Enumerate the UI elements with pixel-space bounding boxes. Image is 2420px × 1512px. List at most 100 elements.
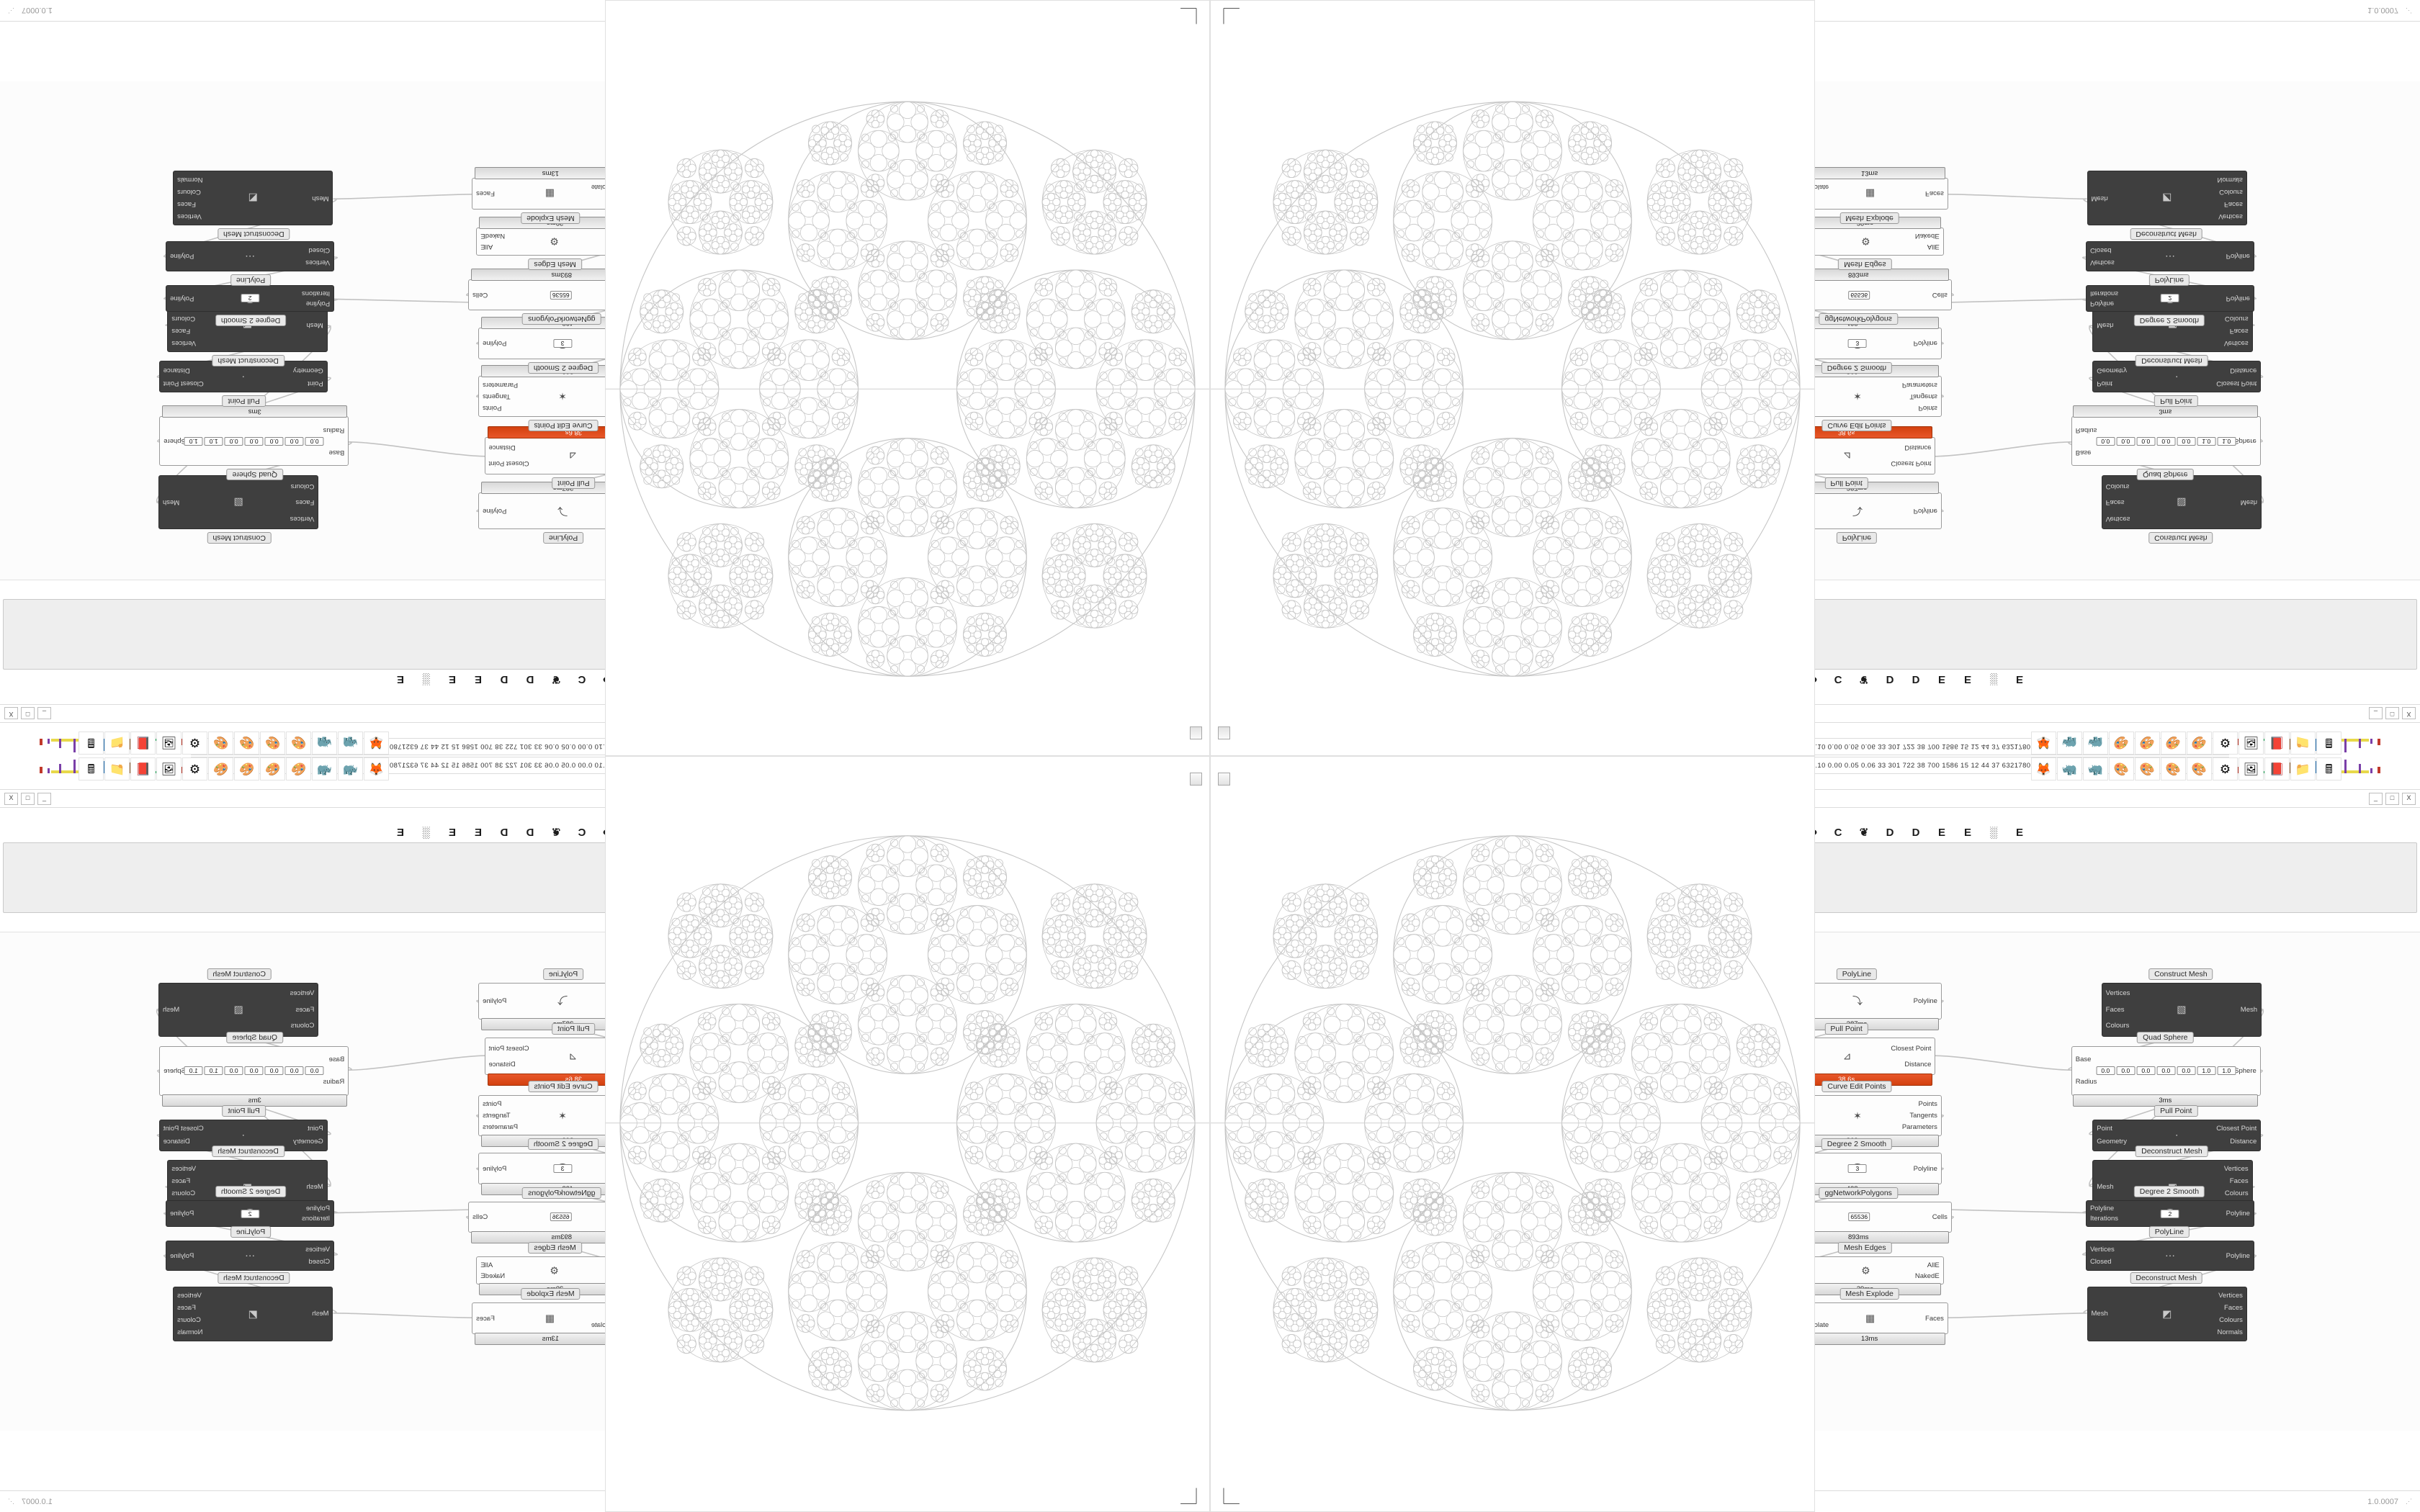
maximize-button[interactable]: □ [2385,792,2399,805]
gh-output-port[interactable]: Tangents [1909,392,1937,400]
gh-node-value[interactable]: 1.0 [204,1066,223,1076]
palette-icon[interactable]: 🎨 [2161,757,2186,780]
calculator-icon[interactable]: 🖩 [2316,757,2341,780]
toolbar-letter-10[interactable]: C [578,826,586,839]
toolbar-letter-12[interactable]: D [526,673,534,686]
gh-node-outputs[interactable]: AllE NakedE [1915,230,1940,253]
rhino-toolbar-icons[interactable]: 🦊 🦏 🦏 🎨 🎨 🎨 🎨 ⚙ 🖼 📕 📁 🖩 [2031,732,2341,755]
gh-node-outputs[interactable]: Faces [1925,1305,1944,1331]
gh-node-construct-mesh-2[interactable]: Construct Mesh Vertices Faces Colours Mesh ▧ [158,968,319,1038]
toolbar-letter-11[interactable]: ❦ [1859,827,1869,839]
gh-output-port[interactable]: Colours [171,315,196,323]
gh-node-outputs[interactable]: Mesh [163,986,179,1035]
gh-output-port[interactable]: Colours [2219,1315,2243,1324]
gh-output-port[interactable]: Polyline [170,1251,194,1260]
window-buttons[interactable]: _ □ X [2369,792,2416,805]
gh-node-value[interactable]: 65536 [1848,290,1870,300]
gh-input-port[interactable]: Geometry [2097,1138,2127,1146]
gh-node-body[interactable]: Mesh Vertices Faces Colours Normals ◩ [2087,171,2247,225]
rhino-icon[interactable]: 🦏 [2083,732,2108,755]
gh-input-port[interactable]: Mesh [312,194,329,202]
firefox-icon[interactable]: 🦊 [364,732,389,755]
gh-node-degree2smooth-2[interactable]: Degree 2 Smooth Polyline Iterations Polylin… [166,1186,335,1228]
rhino-viewport[interactable] [1210,0,1815,756]
gh-input-port[interactable]: Point [308,379,323,387]
gh-input-port[interactable]: Point [2097,1125,2112,1133]
gh-output-port[interactable]: Polyline [1913,996,1937,1005]
gh-node-value[interactable]: 3 [1847,338,1867,348]
gh-output-port[interactable]: Polyline [2226,252,2250,261]
gh-output-port[interactable]: Cells [1932,1212,1948,1221]
gh-node-inputs[interactable]: Point Geometry [293,1122,323,1148]
gh-node-value[interactable]: 0.0 [244,436,264,446]
calculator-icon[interactable]: 🖩 [2316,732,2341,755]
gh-output-port[interactable]: Normals [2217,1328,2243,1336]
gh-output-port[interactable]: AllE [1927,243,1940,251]
gh-node-value[interactable]: 1.0 [2217,436,2236,446]
gh-node-value[interactable]: 0.0 [264,1066,284,1076]
gh-node-outputs[interactable]: Closest Point Distance [489,1040,529,1072]
gh-node-outputs[interactable]: Points Tangents Parameters [483,379,518,413]
gh-input-port[interactable]: Vertices [305,1246,331,1254]
gh-node-value[interactable]: 0.0 [244,1066,264,1076]
gh-node-deconstruct-mesh-3[interactable]: Deconstruct Mesh Mesh Vertices Faces Colours… [2087,171,2247,240]
gh-node-polyline-2[interactable]: PolyLine Vertices Closed Polyline ⋯ [166,241,335,286]
gh-output-port[interactable]: Parameters [483,380,519,389]
gh-node-value[interactable]: 0.0 [284,1066,304,1076]
gh-node-value[interactable]: 0.0 [224,436,243,446]
rhino-icon[interactable]: 🦏 [338,732,363,755]
gh-output-port[interactable]: Faces [1925,1314,1944,1323]
gh-output-port[interactable]: Vertices [2223,339,2249,348]
gh-node-inputs[interactable]: Point Geometry [2097,1122,2127,1148]
gh-output-port[interactable]: Closest Point [1891,459,1932,468]
gh-input-port[interactable]: Closed [2089,246,2112,254]
gh-node-quad-sphere-1[interactable]: Quad SphereBaseRadiusSphere●0.00.00.00.0… [159,1031,349,1107]
gh-input-port[interactable]: Closed [2089,1258,2112,1266]
gh-output-port[interactable]: Mesh [2240,498,2258,507]
gh-output-port[interactable]: Colours [177,188,201,197]
gh-node-deconstruct-mesh-3[interactable]: Deconstruct Mesh Mesh Vertices Faces Colours… [2087,1272,2247,1341]
gh-input-port[interactable]: Vertices [2089,1246,2115,1254]
gh-node-values[interactable]: 2 [2095,294,2246,303]
palette-icon[interactable]: 🎨 [286,757,311,780]
gh-node-outputs[interactable]: Cells [1932,1205,1948,1230]
gh-output-port[interactable]: Parameters [483,1123,519,1132]
gh-node-body[interactable]: Vertices Closed Polyline ⋯ [166,1241,335,1271]
gh-output-port[interactable]: Colours [2224,1189,2249,1197]
gh-output-port[interactable]: Distance [2230,366,2257,374]
gh-node-outputs[interactable]: Vertices Faces Colours Normals [177,1290,202,1338]
gh-output-port[interactable]: Mesh [162,498,180,507]
gh-node-outputs[interactable]: Sphere [2234,1049,2257,1093]
gh-output-port[interactable]: NakedE [1914,1272,1940,1280]
gh-node-value[interactable]: 2 [2160,294,2179,303]
gh-output-port[interactable]: Colours [2219,188,2243,197]
maximize-button[interactable]: □ [21,707,35,720]
book-icon[interactable]: 📕 [2264,757,2290,780]
gh-output-port[interactable]: Faces [171,1176,191,1185]
toolbar-letter-16[interactable]: ░ [422,673,431,686]
gh-node-polyline-2[interactable]: PolyLine Vertices Closed Polyline ⋯ [2085,241,2254,286]
gh-node-value[interactable]: 0.0 [284,436,304,446]
resize-grip[interactable]: ⋰ [2406,7,2413,14]
gh-node-outputs[interactable]: Polyline [170,1243,194,1268]
book-icon[interactable]: 📕 [130,757,156,780]
toolbar-letter-15[interactable]: E [449,826,457,839]
gh-input-port[interactable]: Colours [290,482,315,490]
gh-node-inputs[interactable]: Vertices Faces Colours [290,478,315,527]
gh-node-body[interactable]: Vertices Faces Colours Mesh ▧ [158,982,319,1038]
gh-node-values[interactable]: 2 [175,1209,326,1218]
gh-node-values[interactable]: 3 [1783,1164,1933,1174]
gh-output-port[interactable]: Normals [177,1328,203,1336]
toolbar-letter-16[interactable]: ░ [1989,673,1998,686]
gh-node-value[interactable]: 3 [1847,1164,1867,1174]
gh-output-port[interactable]: Points [1918,404,1937,413]
gh-output-port[interactable]: Vertices [2218,1291,2243,1300]
gh-output-port[interactable]: Normals [177,176,203,184]
gh-node-quad-sphere-1[interactable]: Quad SphereBaseRadiusSphere●0.00.00.00.0… [2071,1031,2261,1107]
gh-node-outputs[interactable]: Faces [476,181,495,207]
gh-node-inputs[interactable]: Polyline Iterations [2090,1203,2118,1224]
palette-icon[interactable]: 🎨 [234,732,259,755]
gh-node-pull-point-3[interactable]: Pull Point Point Geometry Closest Point Dist… [2092,361,2262,407]
